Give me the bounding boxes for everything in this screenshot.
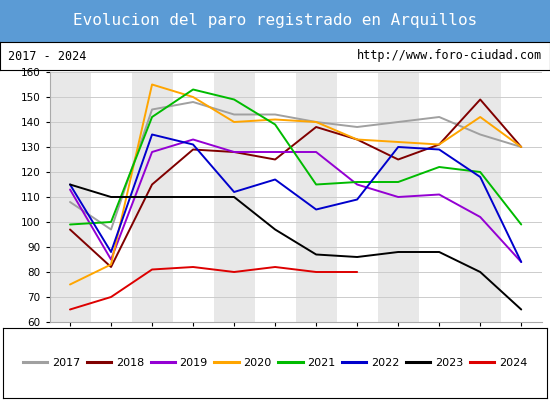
Legend: 2017, 2018, 2019, 2020, 2021, 2022, 2023, 2024: 2017, 2018, 2019, 2020, 2021, 2022, 2023… — [19, 354, 531, 372]
Bar — [295, 72, 337, 322]
Bar — [460, 72, 500, 322]
Bar — [50, 72, 91, 322]
Text: Evolucion del paro registrado en Arquillos: Evolucion del paro registrado en Arquill… — [73, 14, 477, 28]
Bar — [131, 72, 173, 322]
Bar — [378, 72, 419, 322]
Text: http://www.foro-ciudad.com: http://www.foro-ciudad.com — [356, 50, 542, 62]
Bar — [213, 72, 255, 322]
Text: 2017 - 2024: 2017 - 2024 — [8, 50, 87, 62]
